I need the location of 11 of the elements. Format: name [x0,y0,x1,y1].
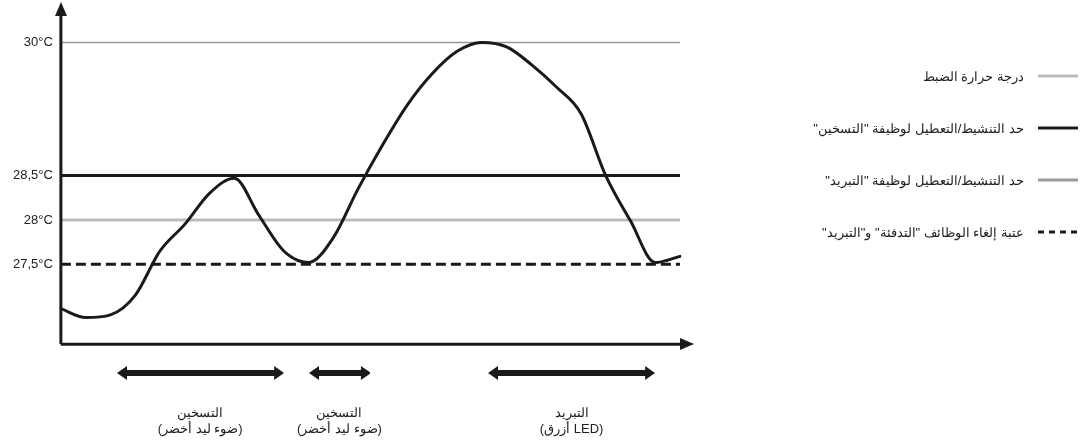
y-tick-label: 27,5°C [13,255,53,271]
legend-label: درجة حرارة الضبط [922,68,1024,84]
legend-label: حد التنشيط/التعطيل لوظيفة "التبريد" [825,172,1024,188]
y-tick-label: 30°C [23,34,53,50]
text: التسخين (ضوء ليد أخضر) [157,405,243,437]
legend-label: حد التنشيط/التعطيل لوظيفة "التسخين" [813,120,1024,136]
y-tick-label: 28°C [23,211,53,227]
text: التبريد (LED أزرق) [539,405,604,437]
y-tick-label: 28,5°C [13,167,53,183]
legend-label: عتبة إلغاء الوظائف "التدفئة" و"التبريد" [822,224,1024,240]
text: التسخين (ضوء ليد أخضر) [297,405,382,437]
